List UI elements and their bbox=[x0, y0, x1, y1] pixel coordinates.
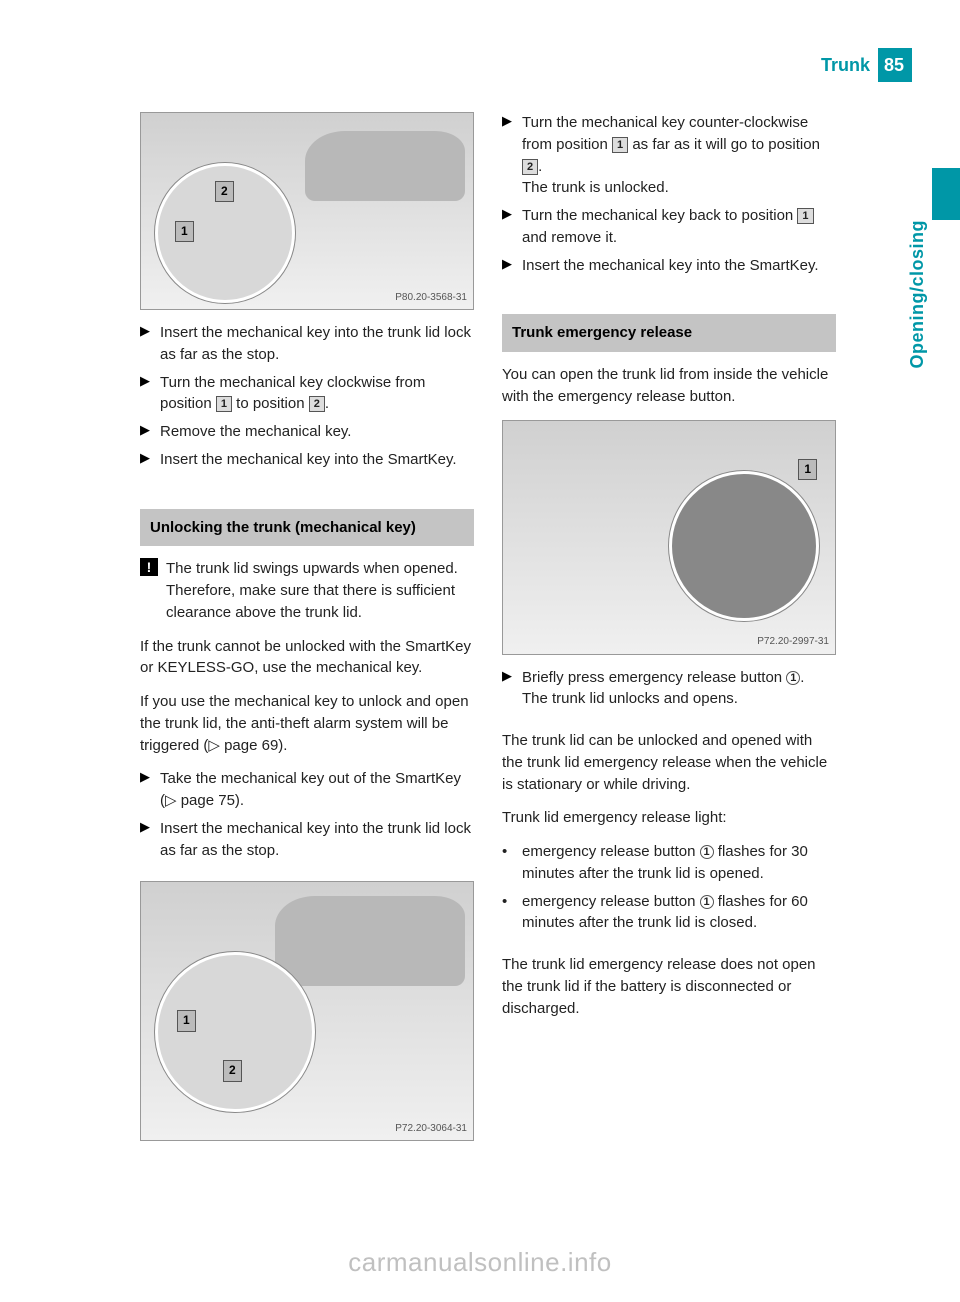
bullet-dot-icon: • bbox=[502, 841, 514, 885]
callout-1: 1 bbox=[798, 459, 817, 480]
callout-2: 2 bbox=[215, 181, 234, 202]
step-text: Remove the mechanical key. bbox=[160, 421, 474, 443]
section-emergency-release: Trunk emergency release bbox=[502, 314, 836, 352]
bullet: •emergency release button 1 flashes for … bbox=[502, 891, 836, 935]
step: ▶ Insert the mechanical key into the Sma… bbox=[502, 255, 836, 277]
section-title: Trunk bbox=[821, 52, 870, 78]
steps-lock: ▶Insert the mechanical key into the trun… bbox=[140, 322, 474, 477]
step-text: Insert the mechanical key into the Smart… bbox=[522, 255, 836, 277]
callout-2: 2 bbox=[223, 1060, 242, 1081]
step-text: Turn the mechanical key clockwise from p… bbox=[160, 372, 474, 416]
step-text: Turn the mechanical key counter-clockwis… bbox=[522, 112, 836, 199]
step-marker-icon: ▶ bbox=[140, 449, 152, 471]
step-marker-icon: ▶ bbox=[140, 818, 152, 862]
step: ▶ Turn the mechanical key back to positi… bbox=[502, 205, 836, 249]
right-column: ▶ Turn the mechanical key counter-clockw… bbox=[502, 112, 836, 1153]
step-marker-icon: ▶ bbox=[502, 112, 514, 199]
callout-1: 1 bbox=[175, 221, 194, 242]
steps-counterclockwise: ▶ Turn the mechanical key counter-clockw… bbox=[502, 112, 836, 282]
step: ▶ Briefly press emergency release button… bbox=[502, 667, 836, 711]
step-text: Briefly press emergency release button 1… bbox=[522, 667, 836, 711]
side-section-label: Opening/closing bbox=[904, 220, 930, 369]
step: ▶ Remove the mechanical key. bbox=[140, 421, 474, 443]
step-text: Insert the mechanical key into the trunk… bbox=[160, 818, 474, 862]
para: If you use the mechanical key to unlock … bbox=[140, 691, 474, 756]
step-marker-icon: ▶ bbox=[502, 205, 514, 249]
step-marker-icon: ▶ bbox=[502, 255, 514, 277]
content-area: 2 1 P80.20-3568-31 ▶Insert the mechanica… bbox=[140, 112, 836, 1153]
note-text: The trunk lid swings upwards when opened… bbox=[166, 558, 474, 623]
callout-1: 1 bbox=[177, 1010, 196, 1031]
para: The trunk lid can be unlocked and opened… bbox=[502, 730, 836, 795]
step-text: Turn the mechanical key back to position… bbox=[522, 205, 836, 249]
step-marker-icon: ▶ bbox=[140, 372, 152, 416]
figure-code: P72.20-2997-31 bbox=[757, 635, 829, 650]
figure-code: P72.20-3064-31 bbox=[395, 1122, 467, 1137]
para: The trunk lid emergency release does not… bbox=[502, 954, 836, 1019]
figure-code: P80.20-3568-31 bbox=[395, 291, 467, 306]
para: You can open the trunk lid from inside t… bbox=[502, 364, 836, 408]
watermark: carmanualsonline.info bbox=[0, 1244, 960, 1282]
figure-emergency-release: 1 P72.20-2997-31 bbox=[502, 420, 836, 655]
step: ▶ Insert the mechanical key into the Smar… bbox=[140, 449, 474, 471]
page-number: 85 bbox=[878, 48, 912, 82]
figure-trunk-lock-2: 1 2 P72.20-3064-31 bbox=[140, 881, 474, 1141]
section-unlock-mechanical: Unlocking the trunk (mechanical key) bbox=[140, 509, 474, 547]
step-marker-icon: ▶ bbox=[140, 322, 152, 366]
page-header: Trunk 85 bbox=[821, 48, 912, 82]
step: ▶Turn the mechanical key clockwise from … bbox=[140, 372, 474, 416]
figure-trunk-lock-1: 2 1 P80.20-3568-31 bbox=[140, 112, 474, 310]
side-tab bbox=[932, 168, 960, 220]
bullet-text: emergency release button 1 flashes for 3… bbox=[522, 841, 836, 885]
step-marker-icon: ▶ bbox=[502, 667, 514, 711]
bullet-text: emergency release button 1 flashes for 6… bbox=[522, 891, 836, 935]
para: If the trunk cannot be unlocked with the… bbox=[140, 636, 474, 680]
bullet: •emergency release button 1 flashes for … bbox=[502, 841, 836, 885]
step-marker-icon: ▶ bbox=[140, 768, 152, 812]
note-clearance: ! The trunk lid swings upwards when open… bbox=[140, 558, 474, 623]
steps-unlock: ▶Take the mechanical key out of the Smar… bbox=[140, 768, 474, 867]
step: ▶Insert the mechanical key into the trun… bbox=[140, 322, 474, 366]
step-text: Take the mechanical key out of the Smart… bbox=[160, 768, 474, 812]
step-text: Insert the mechanical key into the Smart… bbox=[160, 449, 474, 471]
warning-icon: ! bbox=[140, 558, 158, 576]
steps-emergency: ▶ Briefly press emergency release button… bbox=[502, 667, 836, 717]
bullet-dot-icon: • bbox=[502, 891, 514, 935]
left-column: 2 1 P80.20-3568-31 ▶Insert the mechanica… bbox=[140, 112, 474, 1153]
step-marker-icon: ▶ bbox=[140, 421, 152, 443]
bullets-light: •emergency release button 1 flashes for … bbox=[502, 841, 836, 940]
step: ▶Take the mechanical key out of the Smar… bbox=[140, 768, 474, 812]
step: ▶Insert the mechanical key into the trun… bbox=[140, 818, 474, 862]
step: ▶ Turn the mechanical key counter-clockw… bbox=[502, 112, 836, 199]
step-text: Insert the mechanical key into the trunk… bbox=[160, 322, 474, 366]
para: Trunk lid emergency release light: bbox=[502, 807, 836, 829]
